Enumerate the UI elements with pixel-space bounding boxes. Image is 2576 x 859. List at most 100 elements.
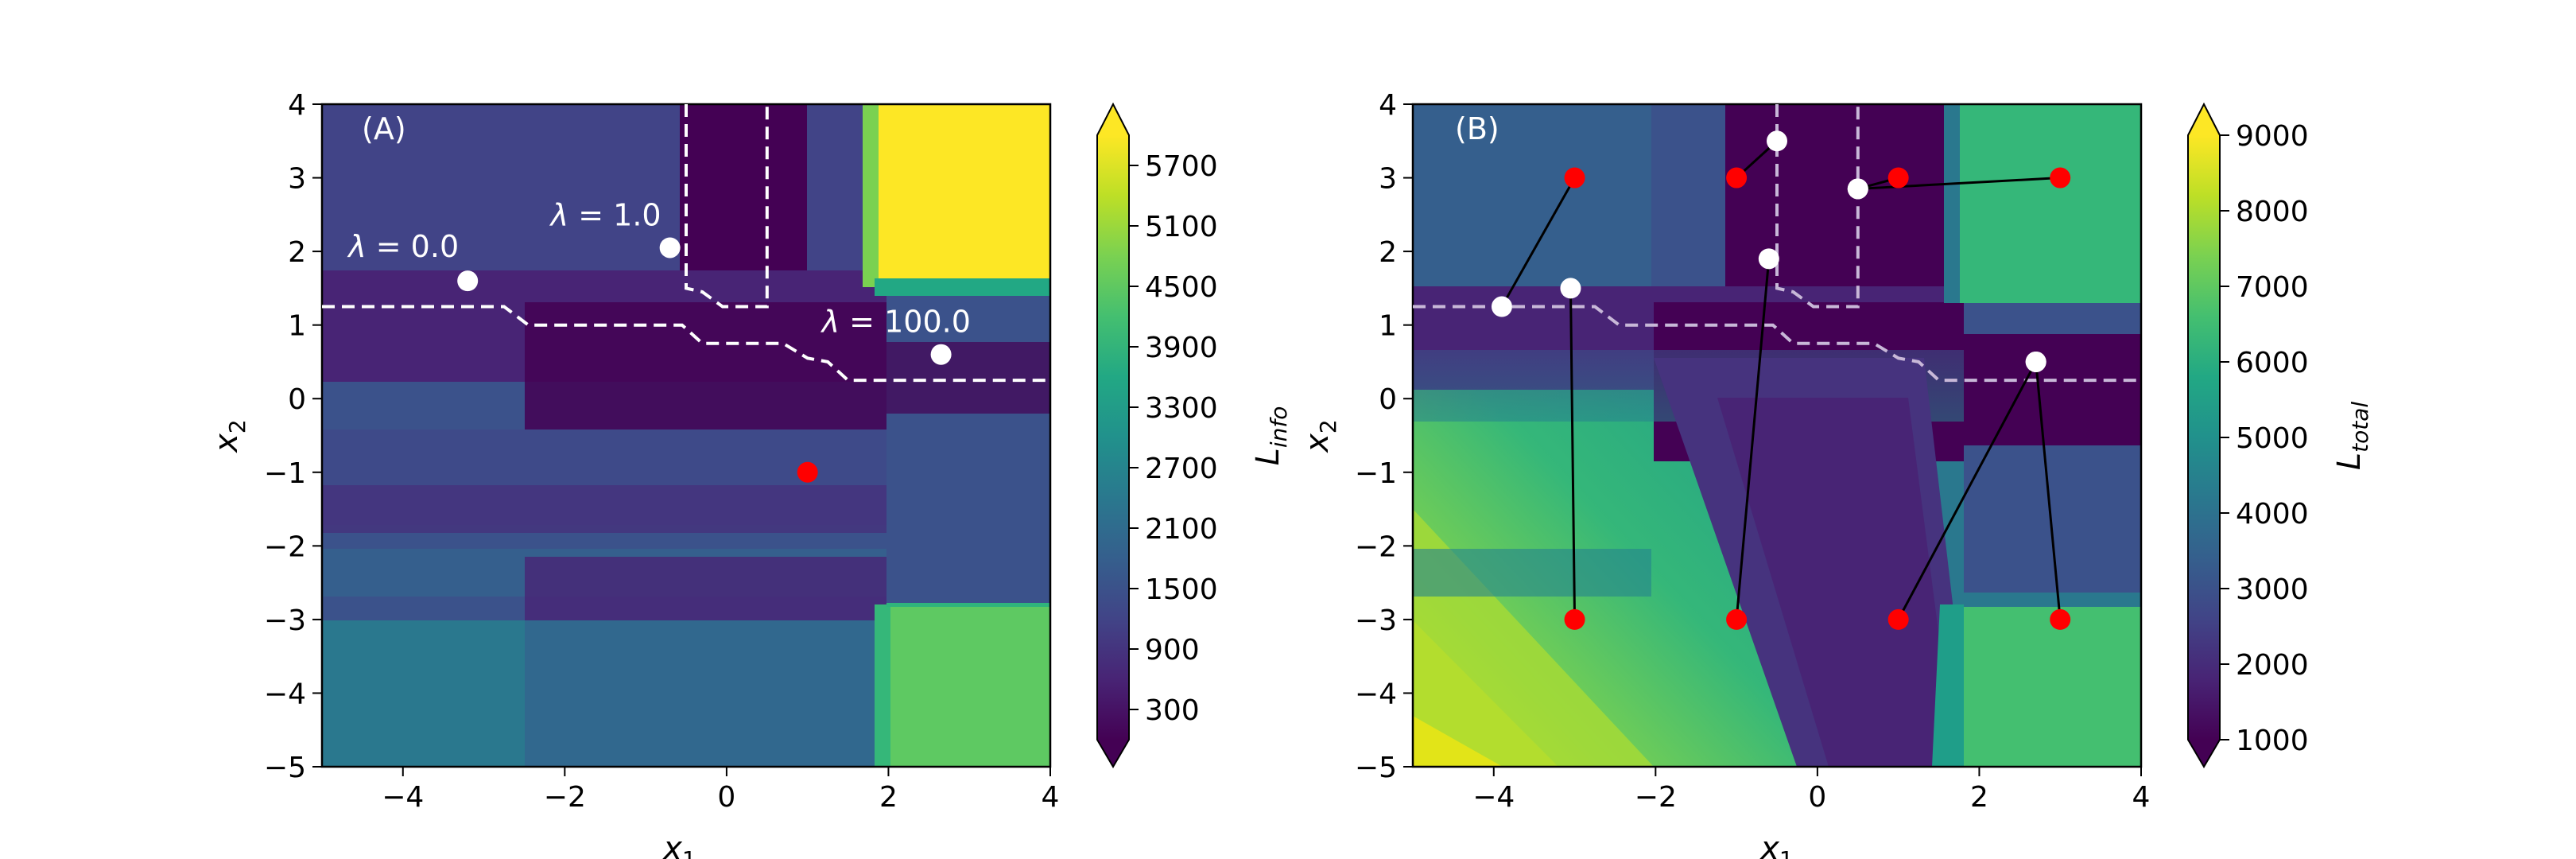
y-tick-label: −3: [1355, 604, 1397, 637]
y-tick-label: −3: [264, 604, 306, 637]
panel-b: −4 −2 0 2 4 4 3 2 1 0 −1 −2 −3 −4 −5 (B) x1 x2: [1299, 89, 2150, 859]
end-point: [1847, 178, 1868, 200]
colorbar-tick-label: 4500: [1145, 271, 1218, 304]
x-tick-label: 4: [2132, 781, 2151, 814]
end-point: [1767, 130, 1787, 152]
points-a: λ = 0.0 λ = 1.0 λ = 100.0: [347, 197, 971, 483]
end-point: [1560, 278, 1581, 299]
y-tick-label: 3: [1379, 163, 1397, 196]
trajectory-line: [1857, 177, 2061, 190]
red-point: [797, 461, 818, 483]
end-point: [1491, 296, 1512, 317]
colorbar-tick-label: 4000: [2236, 498, 2309, 531]
colorbar-tick-label: 1500: [1145, 573, 1218, 606]
colorbar-tick-label: 8000: [2236, 196, 2309, 228]
colorbar-tick-label: 3300: [1145, 392, 1218, 425]
y-tick-label: 2: [288, 236, 306, 269]
colorbar-tick-label: 7000: [2236, 271, 2309, 304]
start-point: [1564, 167, 1585, 189]
y-tick-label: −4: [264, 678, 306, 710]
boundary-line: [322, 305, 1050, 383]
y-tick-label: −1: [264, 457, 306, 490]
colorbar-tick-label: 3900: [1145, 332, 1218, 364]
panel-label-b: (B): [1455, 111, 1499, 146]
xlabel-b: x1: [1759, 830, 1794, 859]
start-point: [1726, 608, 1748, 630]
colorbar-a: 5700 5100 4500 3900 3300 2700 2100 1500 900 300 L…: [1096, 102, 1292, 768]
white-point: [457, 270, 479, 292]
x-tick-label: 0: [717, 781, 735, 814]
colorbar-tick-label: 300: [1145, 694, 1200, 727]
boundary-line: [1413, 305, 2141, 383]
y-tick-label: −5: [1355, 752, 1397, 784]
lambda-label: λ = 1.0: [549, 197, 661, 232]
colorbar-label-a: Linfo: [1250, 406, 1292, 466]
x-tick-label: −2: [544, 781, 586, 814]
colorbar-tick-label: 1000: [2236, 725, 2309, 757]
trajectory-line: [1569, 288, 1577, 620]
colorbar-label-b: Ltotal: [2331, 402, 2373, 471]
start-point: [1887, 608, 1909, 630]
white-point: [659, 237, 681, 258]
xlabel-a: x1: [661, 830, 696, 859]
colorbar-tick-label: 2700: [1145, 453, 1218, 485]
x-tick-label: 4: [1042, 781, 1060, 814]
y-tick-label: −1: [1355, 457, 1397, 490]
y-tick-label: −5: [264, 752, 306, 784]
decision-boundary-a: [322, 104, 1050, 383]
x-tick-label: 2: [1970, 781, 1988, 814]
y-tick-label: 0: [288, 383, 306, 416]
y-tick-label: −4: [1355, 678, 1397, 710]
colorbar-tick-label: 2100: [1145, 513, 1218, 546]
start-point: [2050, 167, 2071, 189]
y-tick-label: 1: [288, 310, 306, 343]
colorbar-tick-label: 2000: [2236, 649, 2309, 682]
y-tick-label: 4: [288, 89, 306, 122]
x-tick-label: −4: [1472, 781, 1515, 814]
trajectory-line: [2035, 361, 2062, 620]
heatmap-b: [1413, 104, 2141, 767]
colorbar-frame-a: [1096, 102, 1130, 768]
colorbar-b: 9000 8000 7000 6000 5000 4000 3000 2000 1000 Lto…: [2187, 102, 2373, 768]
decision-boundary-b: [1413, 104, 2141, 383]
x-tick-label: 0: [1808, 781, 1826, 814]
colorbar-tick-label: 5700: [1145, 150, 1218, 183]
lambda-label: λ = 100.0: [821, 305, 971, 340]
trajectory-line: [1500, 177, 1576, 308]
colorbar-tick-label: 5100: [1145, 211, 1218, 243]
colorbar-tick-label: 3000: [2236, 573, 2309, 606]
white-point: [930, 344, 952, 365]
start-point: [1726, 167, 1748, 189]
boundary-line: [685, 104, 769, 309]
y-tick-label: 1: [1379, 310, 1397, 343]
lambda-label: λ = 0.0: [347, 229, 459, 264]
y-tick-label: −2: [264, 531, 306, 563]
x-tick-label: 2: [879, 781, 898, 814]
panel-a: λ = 0.0 λ = 1.0 λ = 100.0 −4 −2 0 2 4 4 3 2 1 0 −1 −2…: [208, 89, 1059, 859]
panel-label-a: (A): [362, 111, 406, 146]
boundary-line: [1775, 104, 1860, 309]
end-point: [1758, 248, 1779, 270]
y-tick-label: 2: [1379, 236, 1397, 269]
start-point: [1564, 608, 1585, 630]
x-tick-label: −4: [382, 781, 424, 814]
trajectories-b: [1491, 130, 2071, 630]
heatmap-a: [322, 104, 1050, 767]
ylabel-b: x2: [1299, 419, 1341, 454]
start-point: [1887, 167, 1909, 189]
end-point: [2025, 351, 2046, 372]
trajectory-line: [1897, 361, 2038, 620]
y-tick-label: 4: [1379, 89, 1397, 122]
colorbar-tick-label: 9000: [2236, 120, 2309, 153]
ticks-a: −4 −2 0 2 4 4 3 2 1 0 −1 −2 −3 −4 −5: [264, 89, 1060, 814]
ylabel-a: x2: [208, 419, 250, 454]
start-point: [2050, 608, 2071, 630]
y-tick-label: −2: [1355, 531, 1397, 563]
colorbar-tick-label: 900: [1145, 634, 1200, 667]
colorbar-tick-label: 5000: [2236, 422, 2309, 455]
colorbar-tick-label: 6000: [2236, 347, 2309, 379]
ticks-b: −4 −2 0 2 4 4 3 2 1 0 −1 −2 −3 −4 −5: [1355, 89, 2151, 814]
x-tick-label: −2: [1635, 781, 1677, 814]
y-tick-label: 3: [288, 163, 306, 196]
